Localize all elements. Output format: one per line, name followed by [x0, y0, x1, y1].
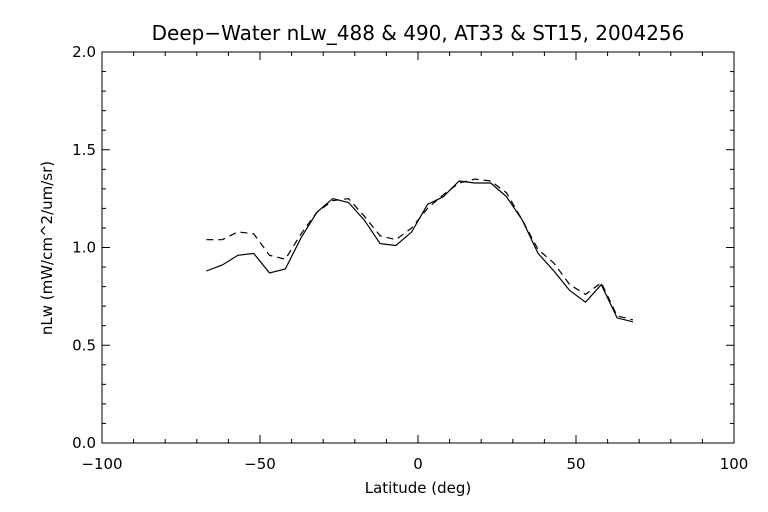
y-axis-label: nLw (mW/cm^2/um/sr)	[38, 161, 56, 335]
y-tick-label: 0.5	[72, 336, 96, 354]
chart-title: Deep−Water nLw_488 & 490, AT33 & ST15, 2…	[152, 21, 685, 45]
x-tick-label: 0	[413, 455, 423, 473]
y-tick-label: 0.0	[72, 434, 96, 452]
x-tick-label: −50	[244, 455, 276, 473]
plot-frame	[101, 51, 735, 444]
x-tick-label: −100	[81, 455, 122, 473]
series-lines	[206, 178, 634, 323]
dashed-series-line	[206, 178, 634, 321]
y-tick-label: 1.0	[72, 239, 96, 257]
axis-ticks	[101, 51, 735, 444]
x-tick-label: 50	[566, 455, 585, 473]
tick-labels: −100 −50 0 50 100 0.0 0.5 1.0 1.5 2.0	[72, 43, 748, 473]
solid-series-line	[206, 180, 634, 323]
y-tick-label: 2.0	[72, 43, 96, 61]
x-axis-label: Latitude (deg)	[365, 479, 471, 497]
x-tick-label: 100	[720, 455, 749, 473]
y-tick-label: 1.5	[72, 141, 96, 159]
